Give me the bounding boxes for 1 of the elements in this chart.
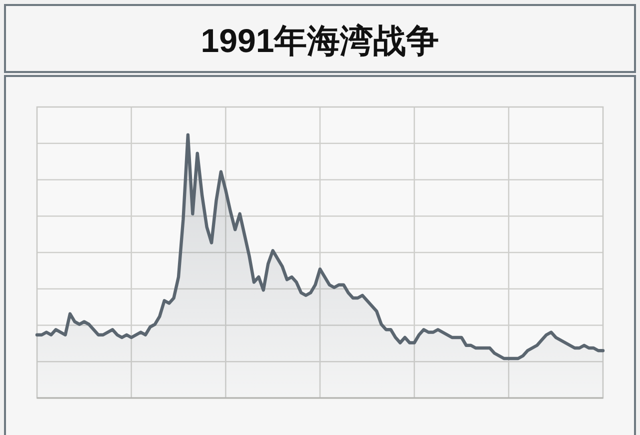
title: 1991年海湾战争 [200,22,440,59]
